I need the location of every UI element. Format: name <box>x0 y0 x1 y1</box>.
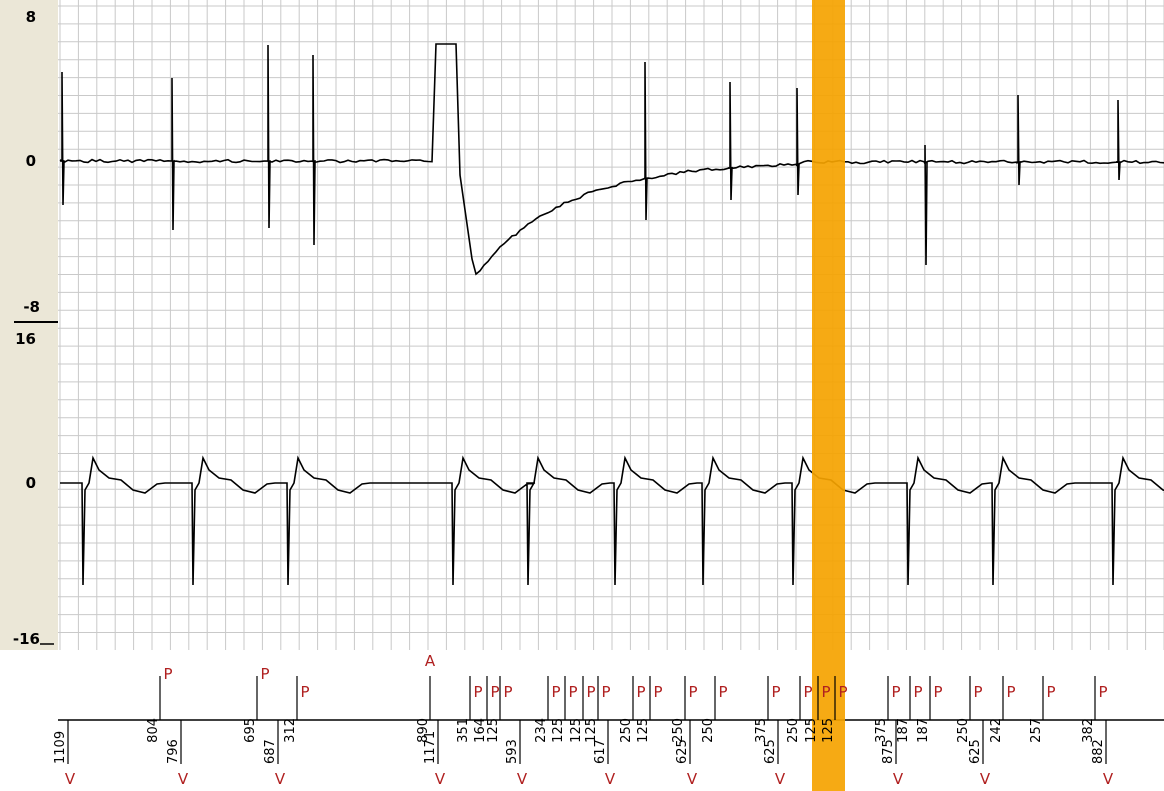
atrial-interval: 125 <box>584 718 599 743</box>
atrial-marker: P <box>913 683 922 701</box>
cursor-band[interactable] <box>812 0 845 791</box>
ventricular-marker: V <box>65 770 76 788</box>
atrial-marker: P <box>260 665 269 683</box>
atrial-marker: P <box>586 683 595 701</box>
atrial-marker: P <box>973 683 982 701</box>
channel-2-min: -16 <box>13 630 40 648</box>
atrial-interval: 250 <box>671 718 686 743</box>
atrial-marker: P <box>568 683 577 701</box>
atrial-interval: 125 <box>486 718 501 743</box>
atrial-interval: 234 <box>534 718 549 743</box>
ventricular-marker: V <box>605 770 616 788</box>
ventricular-interval: 882 <box>1091 739 1106 764</box>
atrial-marker: P <box>1006 683 1015 701</box>
ventricular-marker: V <box>1103 770 1114 788</box>
atrial-marker: P <box>653 683 662 701</box>
atrial-interval: 250 <box>701 718 716 743</box>
atrial-interval: 375 <box>874 718 889 743</box>
atrial-marker: P <box>718 683 727 701</box>
atrial-marker: P <box>473 683 482 701</box>
atrial-marker: P <box>300 683 309 701</box>
atrial-marker: P <box>490 683 499 701</box>
atrial-marker: P <box>1098 683 1107 701</box>
atrial-interval: 125 <box>569 718 584 743</box>
ventricular-marker: V <box>980 770 991 788</box>
ventricular-interval: 625 <box>675 739 690 764</box>
atrial-interval: 125 <box>821 718 836 743</box>
atrial-interval: 375 <box>754 718 769 743</box>
ventricular-interval: 593 <box>505 739 520 764</box>
atrial-interval: 250 <box>619 718 634 743</box>
atrial-interval: 242 <box>989 718 1004 743</box>
ventricular-marker: V <box>517 770 528 788</box>
atrial-marker: P <box>771 683 780 701</box>
ventricular-interval: 625 <box>763 739 778 764</box>
atrial-interval: 250 <box>786 718 801 743</box>
atrial-marker: P <box>933 683 942 701</box>
ventricular-marker: V <box>687 770 698 788</box>
atrial-interval: 312 <box>283 718 298 743</box>
ventricular-marker: V <box>435 770 446 788</box>
atrial-interval: 125 <box>551 718 566 743</box>
channel-2-max: 16 <box>15 330 36 348</box>
ventricular-interval: 796 <box>166 739 181 764</box>
ventricular-interval: 617 <box>593 739 608 764</box>
ventricular-marker: V <box>275 770 286 788</box>
atrial-marker: P <box>688 683 697 701</box>
atrial-interval: 257 <box>1029 718 1044 743</box>
atrial-marker: P <box>1046 683 1055 701</box>
atrial-interval: 187 <box>896 718 911 743</box>
atrial-interval: 250 <box>956 718 971 743</box>
channel-1-max: 8 <box>26 8 36 26</box>
atrial-marker: P <box>163 665 172 683</box>
channel-1-zero: 0 <box>26 152 36 170</box>
atrial-interval: 125 <box>804 718 819 743</box>
scale-gutter <box>0 0 58 650</box>
ventricular-interval: 1171 <box>423 731 438 764</box>
atrial-marker: A <box>425 652 436 670</box>
atrial-interval: 695 <box>243 718 258 743</box>
channel-1-min: -8 <box>23 298 40 316</box>
ventricular-interval: 687 <box>263 739 278 764</box>
ventricular-marker: V <box>893 770 904 788</box>
atrial-interval: 187 <box>916 718 931 743</box>
atrial-interval: 351 <box>456 718 471 743</box>
atrial-interval: 125 <box>636 718 651 743</box>
ventricular-marker: V <box>178 770 189 788</box>
atrial-marker: P <box>803 683 812 701</box>
atrial-marker: P <box>821 683 830 701</box>
atrial-marker: P <box>891 683 900 701</box>
atrial-marker: P <box>838 683 847 701</box>
atrial-interval: 804 <box>146 718 161 743</box>
atrial-marker: P <box>503 683 512 701</box>
atrial-marker: P <box>636 683 645 701</box>
atrial-marker: P <box>551 683 560 701</box>
ventricular-marker: V <box>775 770 786 788</box>
atrial-marker: P <box>601 683 610 701</box>
atrial-interval: 382 <box>1081 718 1096 743</box>
ventricular-interval: 625 <box>968 739 983 764</box>
ventricular-interval: 1109 <box>53 731 68 764</box>
channel-2-zero: 0 <box>26 474 36 492</box>
ventricular-interval: 875 <box>881 739 896 764</box>
